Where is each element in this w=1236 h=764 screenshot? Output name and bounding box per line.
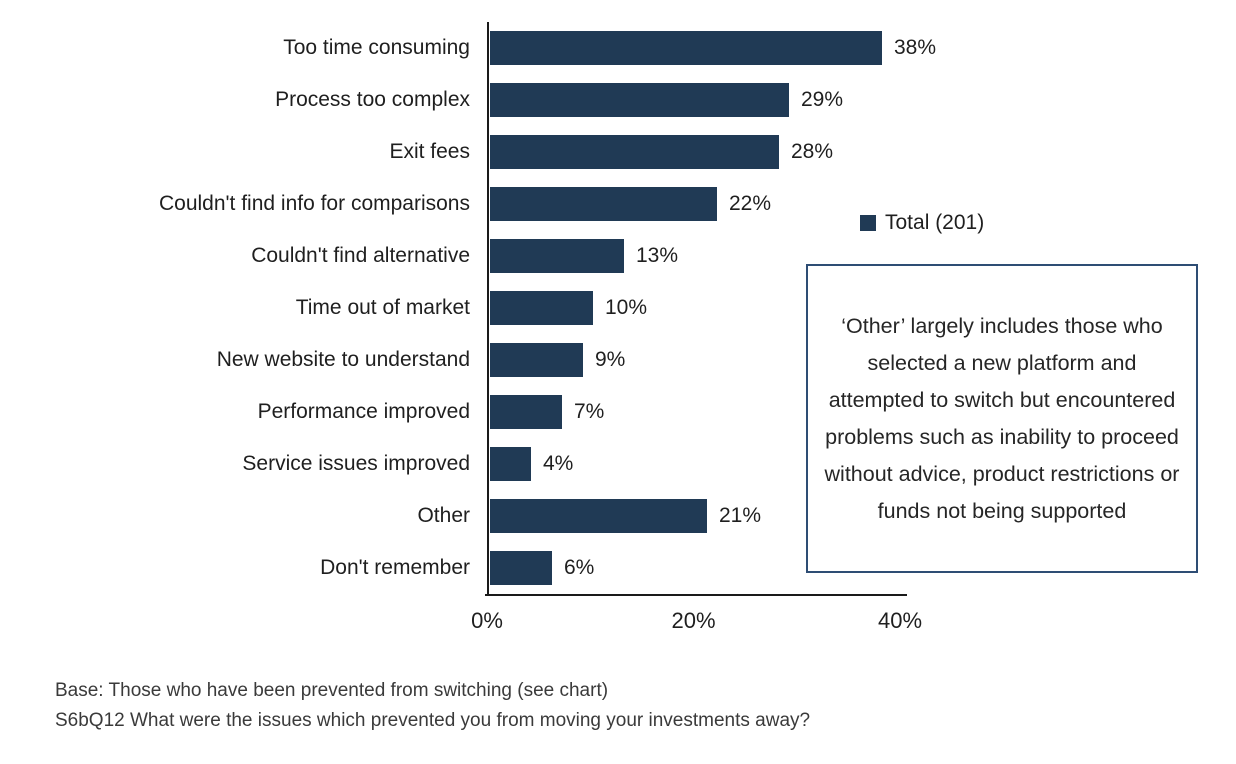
bar-row: Exit fees 28%	[0, 126, 1236, 178]
legend: Total (201)	[860, 211, 984, 235]
bar	[490, 187, 717, 221]
footer-question-line: S6bQ12 What were the issues which preven…	[55, 710, 811, 731]
bar	[490, 447, 531, 481]
legend-label: Total (201)	[885, 211, 985, 234]
bar	[490, 239, 624, 273]
footer-base-line: Base: Those who have been prevented from…	[55, 680, 609, 701]
value-label: 7%	[574, 400, 605, 423]
value-label: 13%	[636, 244, 679, 267]
x-tick-label: 0%	[471, 608, 503, 633]
bar-row: Couldn't find alternative 13%	[0, 230, 1236, 282]
value-label: 6%	[564, 556, 595, 579]
bar	[490, 31, 882, 65]
bar	[490, 291, 593, 325]
bar-row: Too time consuming 38%	[0, 22, 1236, 74]
value-label: 29%	[801, 88, 844, 111]
bar-row: Process too complex 29%	[0, 74, 1236, 126]
value-label: 28%	[791, 140, 834, 163]
value-label: 22%	[729, 192, 772, 215]
bar	[490, 83, 789, 117]
footer: Base: Those who have been prevented from…	[55, 676, 810, 736]
bar	[490, 135, 779, 169]
category-label: Exit fees	[389, 140, 470, 163]
category-label: Couldn't find info for comparisons	[158, 192, 470, 215]
bar-row: New website to understand 9%	[0, 334, 1236, 386]
bar-rows: Too time consuming 38% Process too complex…	[0, 22, 1236, 594]
bar-row: Couldn't find info for comparisons 22%	[0, 178, 1236, 230]
x-axis-line	[485, 594, 907, 596]
bar-row: Service issues improved 4%	[0, 438, 1236, 490]
category-label: Don't remember	[320, 556, 470, 579]
category-label: Time out of market	[295, 296, 470, 319]
y-axis-line	[487, 22, 489, 596]
category-label: New website to understand	[216, 348, 470, 371]
value-label: 38%	[894, 36, 937, 59]
value-label: 9%	[595, 348, 626, 371]
value-label: 4%	[543, 452, 574, 475]
bar	[490, 343, 583, 377]
x-tick-label: 40%	[877, 608, 923, 633]
bar-row: Don't remember 6%	[0, 542, 1236, 594]
legend-swatch-icon	[860, 215, 876, 231]
value-label: 21%	[719, 504, 762, 527]
bar	[490, 395, 562, 429]
bar	[490, 499, 707, 533]
category-label: Process too complex	[275, 88, 470, 111]
bar	[490, 551, 552, 585]
category-label: Too time consuming	[283, 36, 470, 59]
category-label: Other	[417, 504, 470, 527]
bar-row: Other 21%	[0, 490, 1236, 542]
bar-row: Performance improved 7%	[0, 386, 1236, 438]
category-label: Couldn't find alternative	[251, 244, 470, 267]
value-label: 10%	[605, 296, 648, 319]
category-label: Performance improved	[257, 400, 470, 423]
bar-row: Time out of market 10%	[0, 282, 1236, 334]
annotation-box: ‘Other’ largely includes those who selec…	[806, 264, 1198, 573]
category-label: Service issues improved	[242, 452, 470, 475]
annotation-text: ‘Other’ largely includes those who selec…	[824, 313, 1180, 523]
x-tick-label: 20%	[671, 608, 716, 633]
